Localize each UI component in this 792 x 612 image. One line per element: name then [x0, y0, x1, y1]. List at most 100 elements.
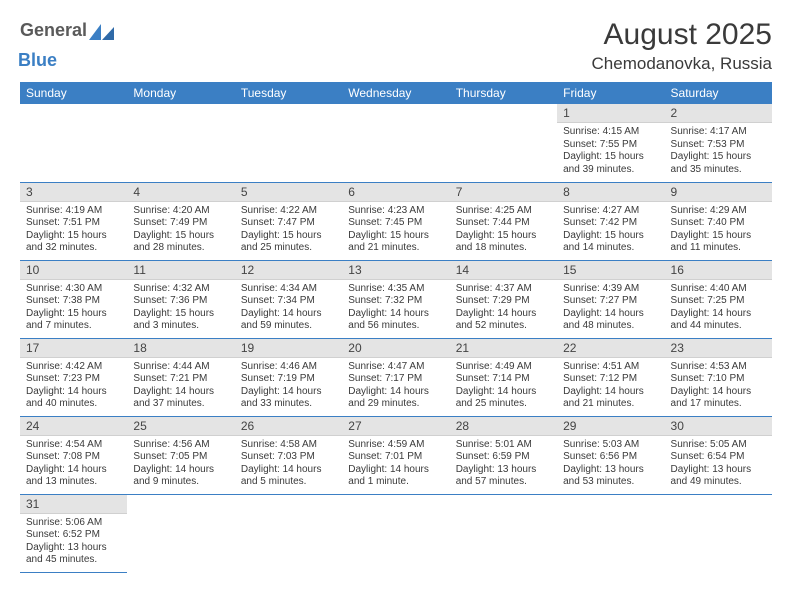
sunrise-line: Sunrise: 4:37 AM — [456, 283, 532, 294]
calendar-body: ..........1Sunrise: 4:15 AMSunset: 7:55 … — [20, 104, 772, 572]
calendar-cell: 5Sunrise: 4:22 AMSunset: 7:47 PMDaylight… — [235, 182, 342, 260]
sunset-line: Sunset: 7:49 PM — [133, 217, 207, 228]
day-number: 1 — [557, 104, 664, 123]
sunrise-line: Sunrise: 4:53 AM — [671, 361, 747, 372]
day-details: Sunrise: 4:23 AMSunset: 7:45 PMDaylight:… — [342, 202, 449, 259]
weekday-header: Tuesday — [235, 82, 342, 104]
sunrise-line: Sunrise: 5:06 AM — [26, 517, 102, 528]
logo-text-blue: Blue — [18, 52, 115, 68]
calendar-cell: 16Sunrise: 4:40 AMSunset: 7:25 PMDayligh… — [665, 260, 772, 338]
sunset-line: Sunset: 7:21 PM — [133, 373, 207, 384]
day-details: Sunrise: 4:39 AMSunset: 7:27 PMDaylight:… — [557, 280, 664, 337]
daylight-line: Daylight: 15 hours and 3 minutes. — [133, 308, 214, 332]
sunset-line: Sunset: 7:12 PM — [563, 373, 637, 384]
calendar-row: 10Sunrise: 4:30 AMSunset: 7:38 PMDayligh… — [20, 260, 772, 338]
day-details: Sunrise: 4:40 AMSunset: 7:25 PMDaylight:… — [665, 280, 772, 337]
day-number: 3 — [20, 183, 127, 202]
sunset-line: Sunset: 7:25 PM — [671, 295, 745, 306]
logo-text-general: General — [20, 22, 87, 38]
calendar-cell — [342, 494, 449, 572]
calendar-cell: 14Sunrise: 4:37 AMSunset: 7:29 PMDayligh… — [450, 260, 557, 338]
header: General Blue August 2025 Chemodanovka, R… — [20, 18, 772, 74]
daylight-line: Daylight: 15 hours and 39 minutes. — [563, 151, 644, 175]
sunset-line: Sunset: 7:44 PM — [456, 217, 530, 228]
day-details: Sunrise: 4:27 AMSunset: 7:42 PMDaylight:… — [557, 202, 664, 259]
sunset-line: Sunset: 7:05 PM — [133, 451, 207, 462]
day-details: Sunrise: 5:06 AMSunset: 6:52 PMDaylight:… — [20, 514, 127, 571]
day-details: Sunrise: 5:05 AMSunset: 6:54 PMDaylight:… — [665, 436, 772, 493]
day-number: 24 — [20, 417, 127, 436]
day-details: Sunrise: 4:35 AMSunset: 7:32 PMDaylight:… — [342, 280, 449, 337]
logo-sail-icon — [89, 22, 115, 40]
calendar-cell — [235, 494, 342, 572]
sunrise-line: Sunrise: 4:27 AM — [563, 205, 639, 216]
sunrise-line: Sunrise: 4:56 AM — [133, 439, 209, 450]
sunrise-line: Sunrise: 4:34 AM — [241, 283, 317, 294]
calendar-row: 17Sunrise: 4:42 AMSunset: 7:23 PMDayligh… — [20, 338, 772, 416]
day-details: Sunrise: 4:19 AMSunset: 7:51 PMDaylight:… — [20, 202, 127, 259]
day-details: Sunrise: 4:49 AMSunset: 7:14 PMDaylight:… — [450, 358, 557, 415]
day-number: 29 — [557, 417, 664, 436]
sunset-line: Sunset: 7:32 PM — [348, 295, 422, 306]
calendar-row: ..........1Sunrise: 4:15 AMSunset: 7:55 … — [20, 104, 772, 182]
daylight-line: Daylight: 15 hours and 35 minutes. — [671, 151, 752, 175]
daylight-line: Daylight: 14 hours and 44 minutes. — [671, 308, 752, 332]
daylight-line: Daylight: 14 hours and 25 minutes. — [456, 386, 537, 410]
day-details: Sunrise: 4:53 AMSunset: 7:10 PMDaylight:… — [665, 358, 772, 415]
day-number: 8 — [557, 183, 664, 202]
day-details: Sunrise: 4:34 AMSunset: 7:34 PMDaylight:… — [235, 280, 342, 337]
day-number: 18 — [127, 339, 234, 358]
calendar-cell: .. — [450, 104, 557, 182]
calendar-cell: 13Sunrise: 4:35 AMSunset: 7:32 PMDayligh… — [342, 260, 449, 338]
sunrise-line: Sunrise: 4:32 AM — [133, 283, 209, 294]
day-details: Sunrise: 5:03 AMSunset: 6:56 PMDaylight:… — [557, 436, 664, 493]
daylight-line: Daylight: 13 hours and 49 minutes. — [671, 464, 752, 488]
calendar-cell: 29Sunrise: 5:03 AMSunset: 6:56 PMDayligh… — [557, 416, 664, 494]
weekday-header: Monday — [127, 82, 234, 104]
daylight-line: Daylight: 14 hours and 52 minutes. — [456, 308, 537, 332]
sunset-line: Sunset: 6:54 PM — [671, 451, 745, 462]
sunset-line: Sunset: 7:23 PM — [26, 373, 100, 384]
daylight-line: Daylight: 14 hours and 40 minutes. — [26, 386, 107, 410]
sunrise-line: Sunrise: 4:23 AM — [348, 205, 424, 216]
day-details: Sunrise: 4:37 AMSunset: 7:29 PMDaylight:… — [450, 280, 557, 337]
sunrise-line: Sunrise: 4:51 AM — [563, 361, 639, 372]
day-number: 31 — [20, 495, 127, 514]
calendar-cell: 24Sunrise: 4:54 AMSunset: 7:08 PMDayligh… — [20, 416, 127, 494]
calendar-cell: 12Sunrise: 4:34 AMSunset: 7:34 PMDayligh… — [235, 260, 342, 338]
day-number: 20 — [342, 339, 449, 358]
sunset-line: Sunset: 7:53 PM — [671, 139, 745, 150]
daylight-line: Daylight: 13 hours and 57 minutes. — [456, 464, 537, 488]
sunrise-line: Sunrise: 4:47 AM — [348, 361, 424, 372]
calendar-cell: 4Sunrise: 4:20 AMSunset: 7:49 PMDaylight… — [127, 182, 234, 260]
daylight-line: Daylight: 14 hours and 59 minutes. — [241, 308, 322, 332]
daylight-line: Daylight: 15 hours and 32 minutes. — [26, 230, 107, 254]
calendar-cell: 7Sunrise: 4:25 AMSunset: 7:44 PMDaylight… — [450, 182, 557, 260]
calendar-cell — [127, 494, 234, 572]
sunrise-line: Sunrise: 4:35 AM — [348, 283, 424, 294]
day-number: 25 — [127, 417, 234, 436]
title-block: August 2025 Chemodanovka, Russia — [592, 18, 772, 74]
sunset-line: Sunset: 7:47 PM — [241, 217, 315, 228]
calendar-cell: 6Sunrise: 4:23 AMSunset: 7:45 PMDaylight… — [342, 182, 449, 260]
daylight-line: Daylight: 14 hours and 13 minutes. — [26, 464, 107, 488]
day-number: 26 — [235, 417, 342, 436]
calendar-row: 31Sunrise: 5:06 AMSunset: 6:52 PMDayligh… — [20, 494, 772, 572]
weekday-header: Saturday — [665, 82, 772, 104]
calendar-cell: 27Sunrise: 4:59 AMSunset: 7:01 PMDayligh… — [342, 416, 449, 494]
calendar-cell: 18Sunrise: 4:44 AMSunset: 7:21 PMDayligh… — [127, 338, 234, 416]
sunrise-line: Sunrise: 4:49 AM — [456, 361, 532, 372]
sunset-line: Sunset: 7:10 PM — [671, 373, 745, 384]
day-number: 12 — [235, 261, 342, 280]
calendar-cell: 28Sunrise: 5:01 AMSunset: 6:59 PMDayligh… — [450, 416, 557, 494]
day-details: Sunrise: 4:30 AMSunset: 7:38 PMDaylight:… — [20, 280, 127, 337]
sunrise-line: Sunrise: 4:25 AM — [456, 205, 532, 216]
calendar-cell — [665, 494, 772, 572]
sunrise-line: Sunrise: 4:44 AM — [133, 361, 209, 372]
calendar-cell: 20Sunrise: 4:47 AMSunset: 7:17 PMDayligh… — [342, 338, 449, 416]
day-details: Sunrise: 4:17 AMSunset: 7:53 PMDaylight:… — [665, 123, 772, 180]
day-number: 22 — [557, 339, 664, 358]
day-details: Sunrise: 4:20 AMSunset: 7:49 PMDaylight:… — [127, 202, 234, 259]
calendar-cell — [450, 494, 557, 572]
weekday-header: Friday — [557, 82, 664, 104]
